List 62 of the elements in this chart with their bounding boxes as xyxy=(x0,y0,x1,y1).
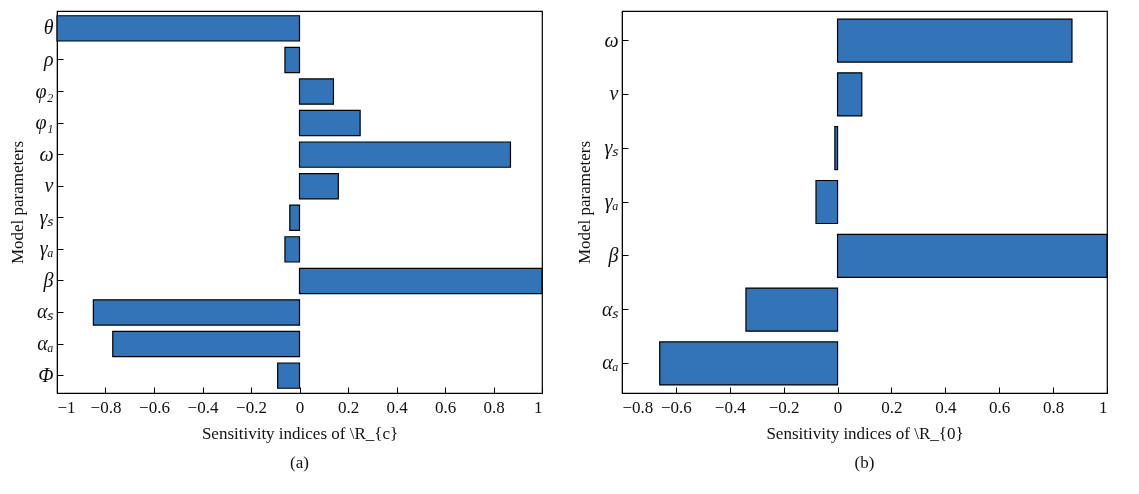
bar xyxy=(659,341,839,386)
bar xyxy=(745,287,839,332)
text: (a) xyxy=(290,453,309,472)
x-tick-label: 0.6 xyxy=(434,397,457,417)
x-axis-title: Sensitivity indices of \R_{c} xyxy=(201,423,399,443)
bar xyxy=(298,172,339,200)
x-tick-label: −0.8 xyxy=(90,397,122,417)
bar xyxy=(277,362,301,389)
x-tick-label: −1 xyxy=(57,397,76,417)
x-tick-label: −0.4 xyxy=(714,397,747,417)
bar xyxy=(834,126,839,171)
y-tick-label: β xyxy=(607,243,619,267)
x-tick-label: 0.6 xyxy=(989,397,1011,417)
x-tick-label: −0.6 xyxy=(660,397,692,417)
x-tick-label: 0.8 xyxy=(1042,397,1065,417)
y-tick-label: αₛ xyxy=(602,297,620,320)
x-tick-label: −0.2 xyxy=(768,397,800,417)
x-tick-label: 0.2 xyxy=(881,397,903,417)
bar xyxy=(298,109,361,137)
x-tick-label: 1 xyxy=(1099,397,1108,417)
y-tick-label: ω xyxy=(39,142,54,165)
y-tick-label: ρ xyxy=(42,47,54,71)
bar xyxy=(112,330,301,358)
y-tick-label: ω xyxy=(604,28,619,51)
x-tick-label: 0.2 xyxy=(337,397,360,417)
y-tick-label: φ₁ xyxy=(35,111,54,135)
y-tick-label: αₐ xyxy=(37,332,54,355)
y-tick-label: γₐ xyxy=(604,190,619,213)
bar xyxy=(284,236,301,263)
y-tick-label: β xyxy=(42,268,54,292)
y-tick-label: γₐ xyxy=(39,237,54,261)
y-tick-label: γₛ xyxy=(604,136,620,160)
x-tick-label: −0.8 xyxy=(622,397,654,417)
x-tick-label: 0.4 xyxy=(935,397,957,417)
x-tick-label: 0.4 xyxy=(386,397,409,417)
y-axis-title: Model parameters xyxy=(8,140,28,265)
bar xyxy=(298,78,335,105)
y-tick-label: Φ xyxy=(38,363,54,386)
x-tick-label: 0 xyxy=(295,397,305,417)
y-tick-label: αₛ xyxy=(37,300,55,323)
x-tick-label: −0.2 xyxy=(236,397,267,417)
bar xyxy=(284,46,301,74)
y-tick-label: αₐ xyxy=(602,351,619,374)
bar xyxy=(836,18,1073,63)
bar xyxy=(92,299,301,326)
bar xyxy=(298,141,512,168)
y-tick-label: θ xyxy=(43,16,54,39)
bar xyxy=(289,204,301,232)
bar xyxy=(815,179,839,225)
y-axis-title: Model parameters xyxy=(575,140,594,265)
x-tick-label: 0 xyxy=(833,397,843,417)
y-tick-label: ν xyxy=(44,174,54,197)
x-tick-label: −0.6 xyxy=(139,397,170,417)
y-tick-label: ν xyxy=(609,82,619,105)
bar xyxy=(836,72,863,117)
y-tick-label: φ₂ xyxy=(35,79,54,103)
x-tick-label: 1 xyxy=(534,397,543,417)
text: (b) xyxy=(854,453,875,472)
y-tick-label: γₛ xyxy=(39,205,55,229)
x-tick-label: 0.8 xyxy=(483,397,505,417)
x-axis-title: Sensitivity indices of \R_{0} xyxy=(766,423,964,443)
x-tick-label: −0.4 xyxy=(187,397,219,417)
